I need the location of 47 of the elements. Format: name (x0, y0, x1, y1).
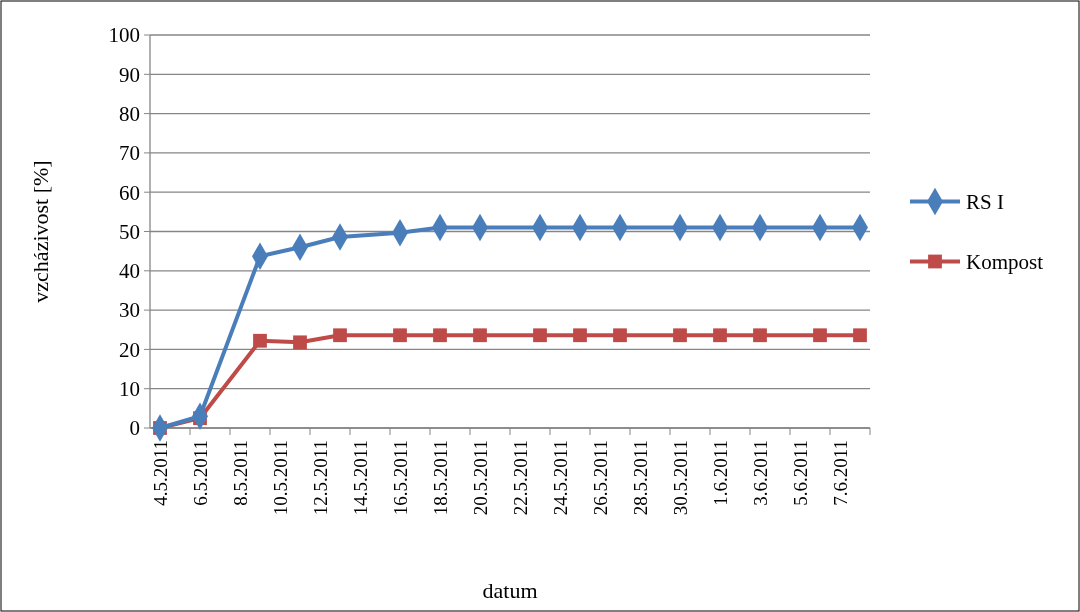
point (533, 328, 547, 343)
y-tick-label: 50 (119, 219, 140, 244)
point (713, 328, 727, 343)
x-tick-label: 30.5.2011 (669, 440, 691, 516)
y-tick-label: 40 (119, 259, 140, 284)
x-tick-label: 6.5.2011 (189, 440, 211, 506)
x-tick-label: 1.6.2011 (709, 440, 731, 506)
y-tick-label: 80 (119, 101, 140, 126)
x-tick-label: 8.5.2011 (229, 440, 251, 506)
legend-label: Kompost (966, 249, 1044, 274)
x-tick-label: 5.6.2011 (789, 440, 811, 506)
y-tick-label: 100 (108, 23, 140, 48)
y-tick-label: 0 (129, 416, 140, 441)
y-tick-label: 60 (119, 180, 140, 205)
x-tick-label: 14.5.2011 (349, 440, 371, 516)
x-tick-label: 22.5.2011 (509, 440, 531, 516)
point (253, 333, 267, 348)
x-tick-label: 10.5.2011 (269, 440, 291, 516)
point (473, 328, 487, 343)
y-tick-label: 70 (119, 141, 140, 166)
point (293, 335, 307, 350)
point (853, 328, 867, 343)
point (573, 328, 587, 343)
x-tick-label: 20.5.2011 (469, 440, 491, 516)
point (613, 328, 627, 343)
x-tick-label: 7.6.2011 (829, 440, 851, 506)
x-axis-title: datum (482, 578, 538, 603)
point (393, 328, 407, 343)
x-tick-label: 4.5.2011 (149, 440, 171, 506)
x-tick-label: 3.6.2011 (749, 440, 771, 506)
legend-label: RS I (966, 189, 1004, 214)
x-tick-label: 24.5.2011 (549, 440, 571, 516)
point (433, 328, 447, 343)
x-tick-label: 26.5.2011 (589, 440, 611, 516)
x-tick-label: 28.5.2011 (629, 440, 651, 516)
x-tick-label: 16.5.2011 (389, 440, 411, 516)
x-tick-label: 12.5.2011 (309, 440, 331, 516)
y-tick-label: 10 (119, 377, 140, 402)
y-tick-label: 20 (119, 337, 140, 362)
point (753, 328, 767, 343)
point (333, 328, 347, 343)
point (813, 328, 827, 343)
y-tick-label: 90 (119, 62, 140, 87)
y-tick-label: 30 (119, 298, 140, 323)
x-tick-label: 18.5.2011 (429, 440, 451, 516)
point (673, 328, 687, 343)
y-axis-title: vzcházivost [%] (28, 160, 53, 303)
